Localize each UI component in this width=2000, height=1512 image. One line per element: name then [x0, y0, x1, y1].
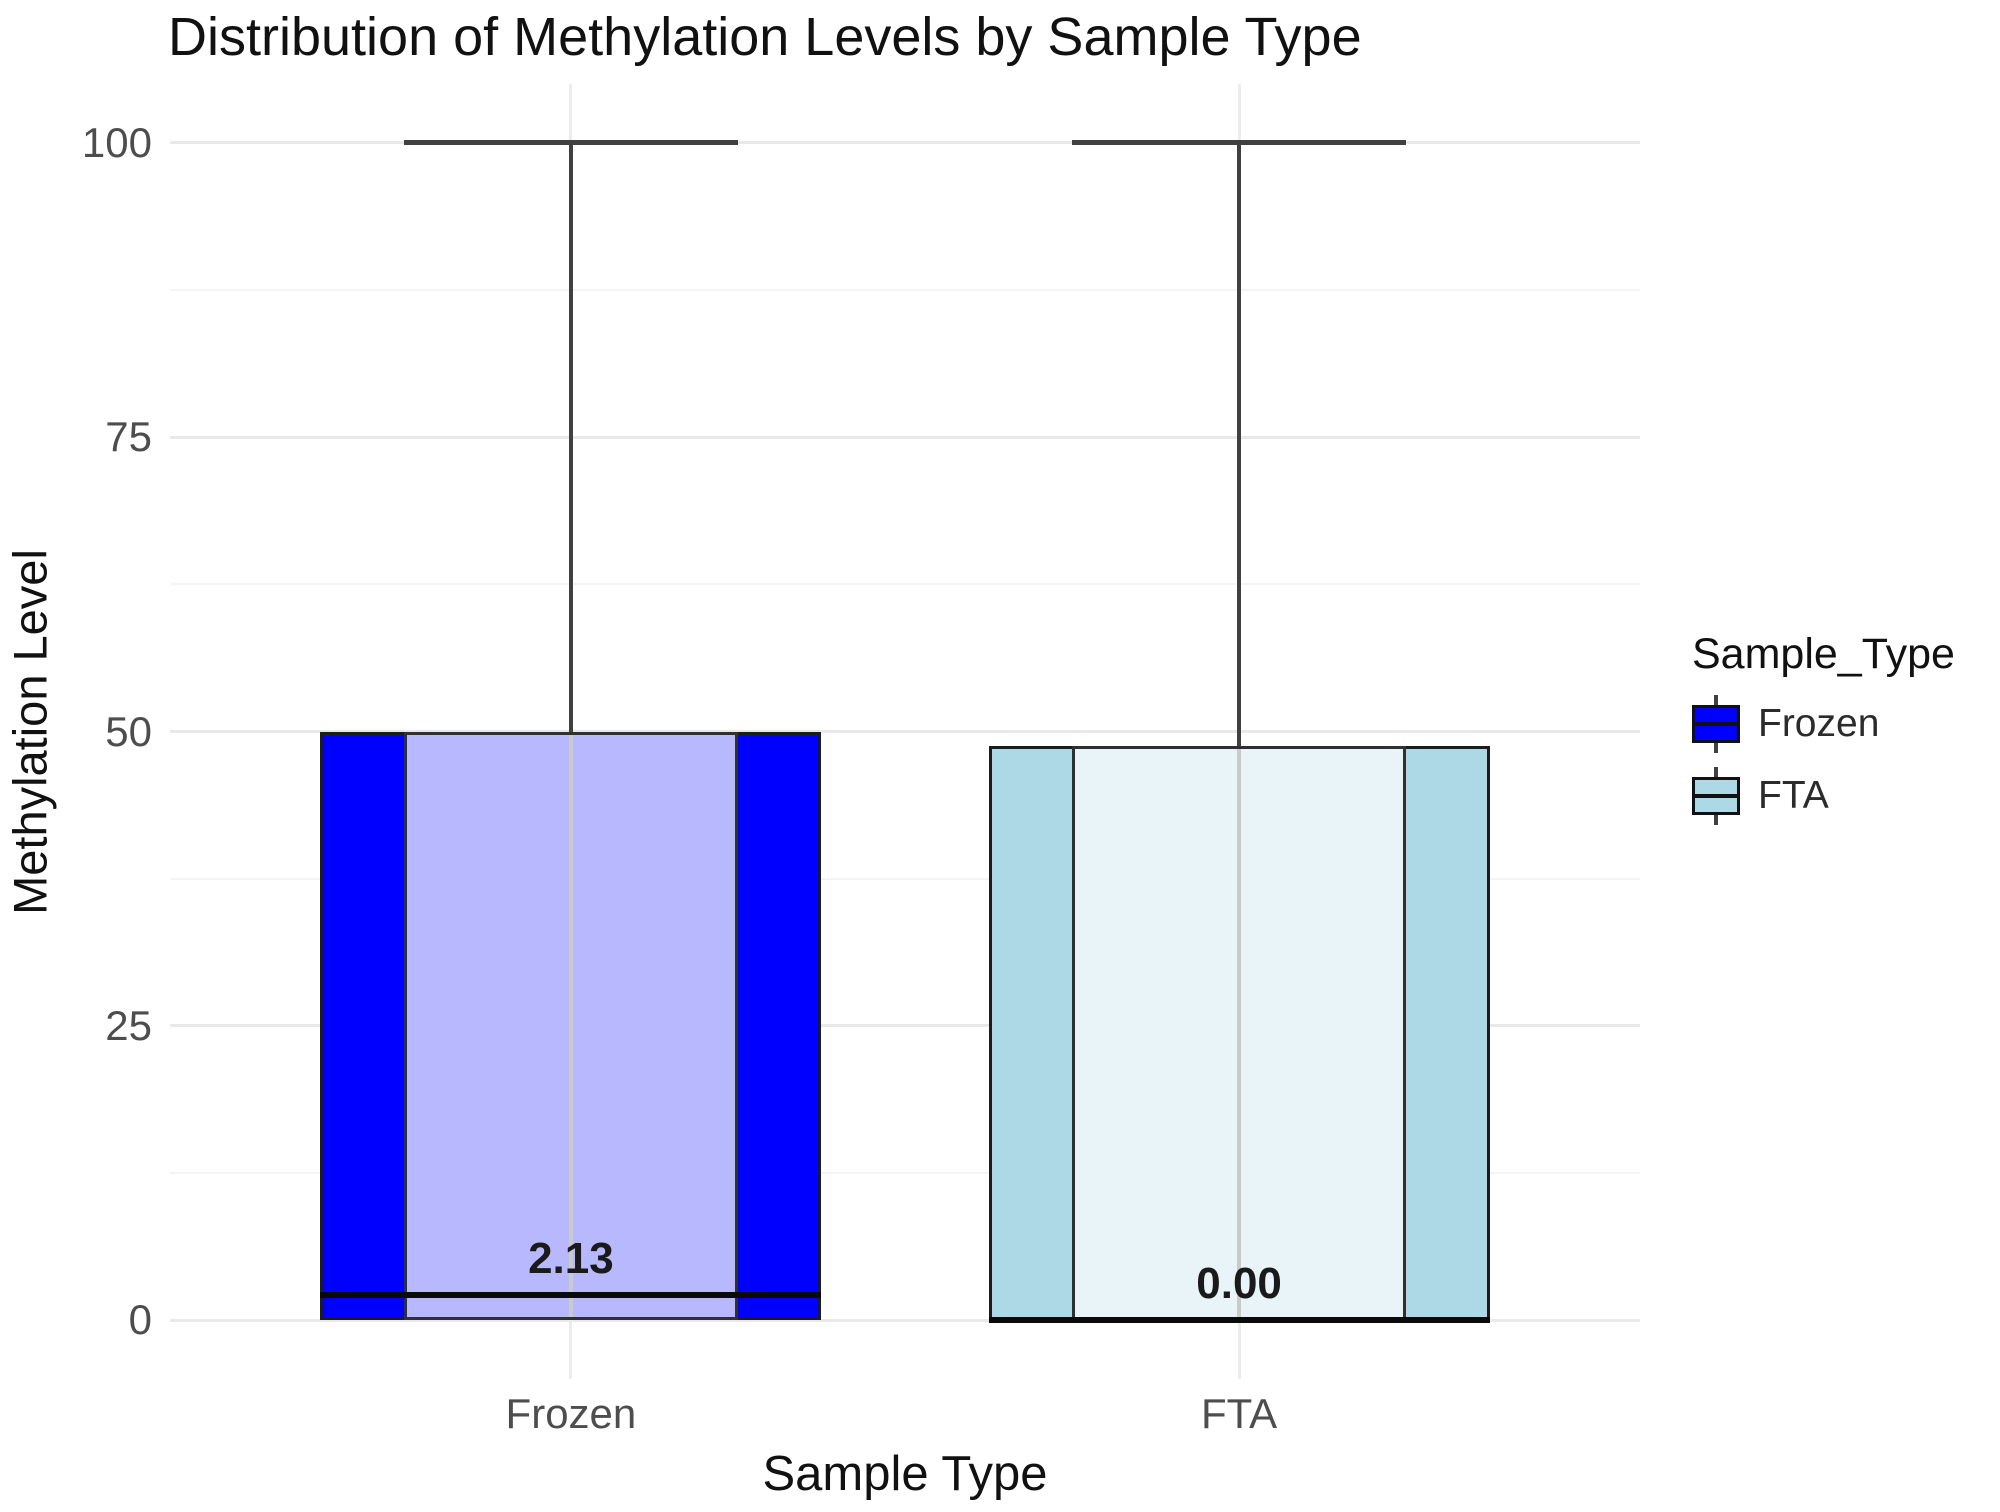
y-major-gridline — [170, 435, 1640, 439]
legend-key-fta-boxplot-icon — [1692, 767, 1740, 825]
boxplot-frozen-median-line — [320, 1292, 822, 1299]
y-tick-label-25: 25 — [105, 1001, 152, 1049]
boxplot-fta-whisker-cap — [1072, 140, 1407, 146]
y-minor-gridline — [170, 289, 1640, 292]
legend-item-label-fta: FTA — [1758, 774, 1829, 817]
legend-items: Frozen FTA — [1692, 695, 1992, 825]
y-minor-gridline — [170, 583, 1640, 586]
boxplot-fta-whisker — [1237, 142, 1242, 1321]
boxplot-fta-median-line — [988, 1317, 1490, 1324]
legend-title: Sample_Type — [1692, 630, 1955, 678]
boxplot-frozen-whisker — [568, 142, 573, 1321]
legend-item-label-frozen: Frozen — [1758, 702, 1880, 745]
legend-key-whisker-bottom — [1714, 815, 1718, 825]
legend-key-whisker-top — [1714, 767, 1718, 777]
boxplot-fta-inner-box — [1072, 745, 1407, 1321]
boxplot-frozen-median-label: 2.13 — [528, 1234, 614, 1284]
legend-key-whisker-bottom — [1714, 743, 1718, 753]
legend-item-frozen: Frozen — [1692, 695, 1992, 753]
y-major-gridline — [170, 730, 1640, 733]
y-minor-gridline — [170, 877, 1640, 880]
legend-key-median — [1692, 794, 1740, 798]
y-tick-label-75: 75 — [105, 413, 152, 461]
boxplot-frozen-inner-box — [403, 731, 738, 1321]
boxplot-fta-median-label: 0.00 — [1196, 1259, 1282, 1309]
y-major-gridline — [170, 141, 1640, 145]
legend-key-frozen-boxplot-icon — [1692, 695, 1740, 753]
y-major-gridline — [170, 1318, 1640, 1322]
legend: Sample_Type Frozen FTA — [1692, 630, 1992, 825]
plot-panel: 2.13 0.00 — [170, 84, 1640, 1379]
y-major-gridline — [170, 1024, 1640, 1028]
boxplot-frozen-whisker-cap — [403, 140, 738, 146]
x-axis-title: Sample Type — [762, 1447, 1048, 1501]
y-tick-label-50: 50 — [105, 707, 152, 755]
y-tick-label-100: 100 — [81, 118, 152, 166]
y-minor-gridline — [170, 1171, 1640, 1174]
y-tick-label-0: 0 — [128, 1296, 152, 1344]
legend-item-fta: FTA — [1692, 767, 1992, 825]
chart-title: Distribution of Methylation Levels by Sa… — [168, 7, 1362, 67]
legend-key-whisker-top — [1714, 695, 1718, 705]
legend-key-median — [1692, 722, 1740, 726]
x-tick-label-fta: FTA — [1200, 1390, 1278, 1437]
x-tick-label-frozen: Frozen — [505, 1390, 637, 1437]
